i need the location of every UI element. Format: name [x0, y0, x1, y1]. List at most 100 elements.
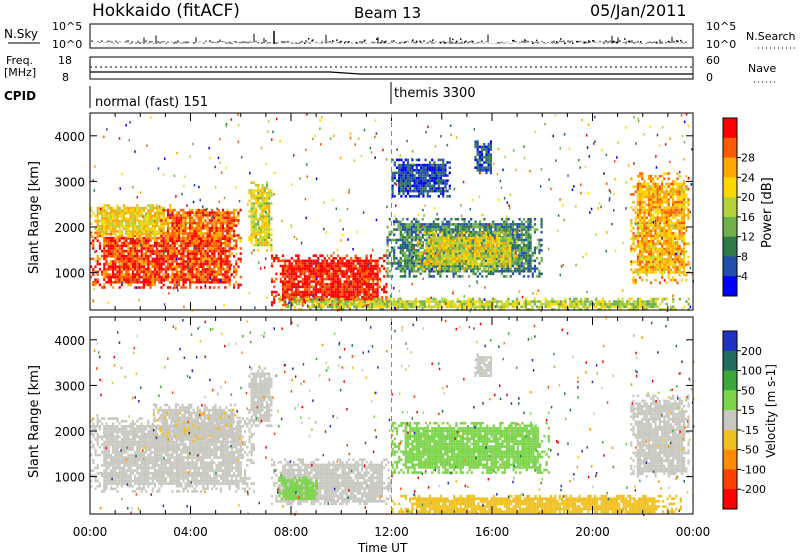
heatmap-cell	[259, 189, 262, 192]
heatmap-cell	[134, 212, 137, 215]
heatmap-cell	[317, 275, 320, 278]
heatmap-cell	[178, 265, 181, 268]
heatmap-cell	[429, 247, 432, 250]
heatmap-cell	[215, 278, 218, 281]
heatmap-cell	[136, 242, 139, 245]
heatmap-cell	[476, 267, 479, 270]
heatmap-cell	[406, 256, 409, 260]
heatmap-cell	[129, 252, 132, 255]
heatmap-cell	[308, 280, 311, 283]
heatmap-cell	[312, 275, 315, 278]
heatmap-cell	[412, 228, 416, 231]
heatmap-cell	[437, 249, 440, 252]
heatmap-cell	[160, 242, 163, 245]
heatmap-cell	[136, 235, 139, 238]
heatmap-cell	[376, 285, 379, 289]
heatmap-cell	[461, 308, 464, 311]
heatmap-cell	[317, 288, 320, 291]
heatmap-cell	[347, 290, 351, 294]
heatmap-cell	[557, 302, 560, 306]
heatmap-cell	[478, 305, 481, 309]
heatmap-cell	[362, 305, 365, 309]
heatmap-cell	[127, 217, 130, 220]
heatmap-cell	[118, 244, 121, 248]
heatmap-cell	[166, 214, 170, 217]
heatmap-cell	[114, 222, 117, 225]
heatmap-cell	[151, 219, 154, 223]
heatmap-cell	[511, 230, 515, 234]
heatmap-cell	[175, 275, 178, 279]
heatmap-cell	[321, 262, 324, 265]
heatmap-cell	[450, 269, 453, 273]
heatmap-cell	[252, 236, 255, 239]
heatmap-cell	[151, 249, 154, 253]
heatmap-cell	[160, 227, 163, 231]
heatmap-cell	[158, 260, 161, 263]
heatmap-cell	[257, 194, 260, 197]
heatmap-cell	[213, 278, 216, 281]
heatmap-cell	[450, 230, 453, 234]
heatmap-cell	[332, 270, 335, 273]
heatmap-cell	[270, 293, 274, 296]
heatmap-cell	[369, 277, 373, 281]
heatmap-cell	[167, 275, 170, 279]
heatmap-cell	[191, 249, 194, 253]
heatmap-cell	[527, 267, 530, 270]
heatmap-cell	[279, 298, 282, 302]
heatmap-cell	[182, 229, 185, 233]
heatmap-cell	[524, 297, 527, 301]
heatmap-cell	[166, 221, 170, 225]
heatmap-cell	[160, 252, 163, 255]
heatmap-cell	[145, 247, 148, 250]
heatmap-cell	[529, 300, 532, 303]
heatmap-cell	[118, 265, 121, 268]
heatmap-cell	[186, 278, 189, 281]
heatmap-cell	[345, 285, 348, 289]
heatmap-cell	[503, 275, 506, 278]
heatmap-cell	[472, 228, 475, 231]
heatmap-cell	[222, 275, 225, 279]
heatmap-cell	[309, 300, 312, 303]
heatmap-cell	[184, 237, 187, 240]
heatmap-cell	[202, 247, 205, 250]
heatmap-cell	[588, 302, 591, 306]
heatmap-cell	[321, 293, 324, 296]
heatmap-cell	[208, 227, 211, 230]
heatmap-cell	[138, 257, 141, 261]
heatmap-cell	[252, 197, 255, 200]
heatmap-cell	[507, 269, 510, 273]
heatmap-cell	[153, 260, 156, 263]
heatmap-cell	[232, 216, 236, 220]
heatmap-cell	[478, 300, 481, 303]
heatmap-cell	[428, 233, 431, 237]
heatmap-cell	[178, 239, 181, 242]
heatmap-cell	[301, 262, 304, 265]
heatmap-cell	[540, 243, 543, 247]
heatmap-cell	[423, 231, 426, 235]
heatmap-cell	[426, 228, 429, 231]
heatmap-cell	[90, 209, 93, 212]
heatmap-cell	[425, 257, 428, 261]
heatmap-cell	[177, 232, 181, 235]
heatmap-cell	[281, 272, 285, 276]
heatmap-cell	[222, 252, 225, 255]
heatmap-cell	[254, 243, 258, 247]
heatmap-cell	[674, 308, 677, 311]
heatmap-cell	[186, 270, 189, 274]
heatmap-cell	[268, 225, 271, 229]
heatmap-cell	[169, 249, 172, 253]
heatmap-cell	[125, 227, 128, 231]
heatmap-cell	[211, 249, 214, 253]
heatmap-cell	[96, 206, 99, 210]
heatmap-cell	[302, 302, 305, 306]
heatmap-cell	[328, 277, 331, 281]
heatmap-cell	[263, 199, 266, 203]
heatmap-cell	[265, 212, 269, 216]
heatmap-cell	[571, 305, 574, 309]
heatmap-cell	[332, 283, 335, 286]
heatmap-cell	[406, 262, 409, 265]
heatmap-cell	[191, 221, 194, 225]
heatmap-cell	[498, 264, 501, 268]
heatmap-cell	[352, 267, 355, 270]
heatmap-cell	[418, 268, 421, 271]
